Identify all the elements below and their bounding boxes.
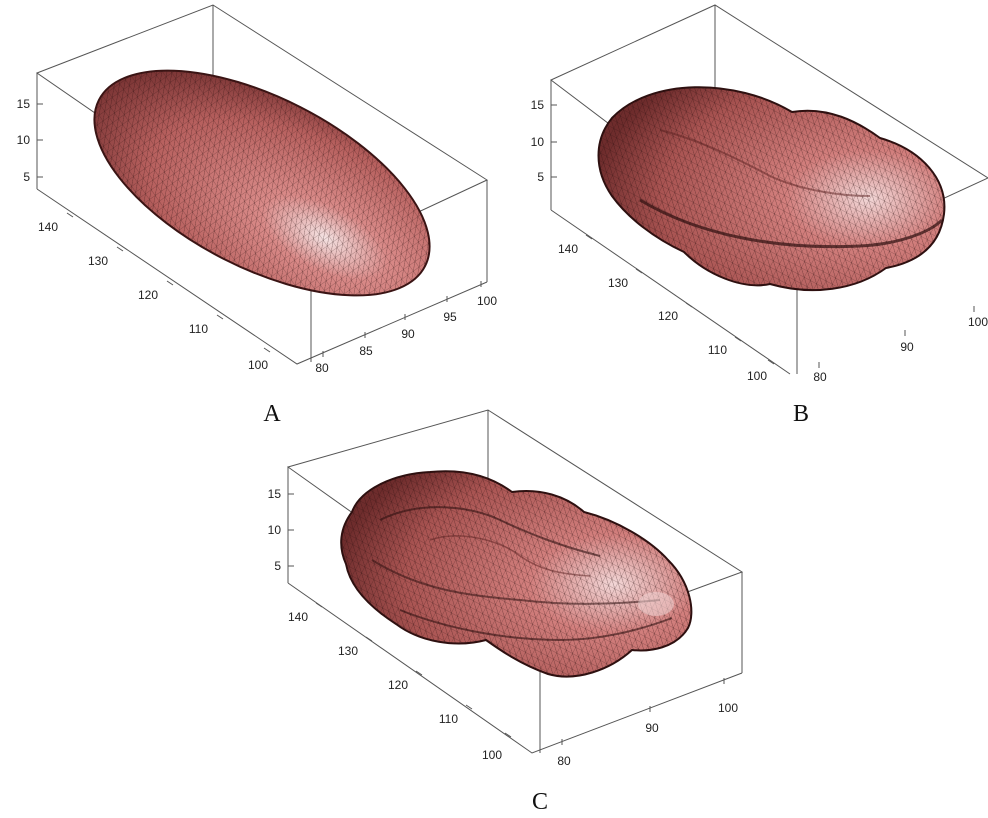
y-axis-ticks-c [315,602,512,738]
y-tick-label: 110 [439,712,458,726]
z-axis-ticks-c [288,493,294,567]
x-tick-label: 90 [401,327,415,341]
x-tick-label: 95 [443,310,457,324]
y-axis-ticks-b [585,234,775,365]
y-tick-label: 100 [747,369,767,383]
surface-a [93,69,431,297]
y-tick-label: 120 [658,309,678,323]
panel-a: 15 10 5 140 130 120 110 100 80 85 90 95 … [17,4,497,427]
z-tick-label: 5 [537,170,544,184]
y-tick-label: 130 [338,644,358,658]
x-tick-label: 80 [813,370,827,384]
z-tick-label: 10 [531,135,545,149]
panel-b: 15 10 5 140 130 120 110 100 80 90 100 B [531,4,988,427]
x-axis-ticks-c [561,678,725,745]
y-tick-label: 140 [288,610,308,624]
y-tick-label: 130 [88,254,108,268]
x-tick-label: 90 [900,340,914,354]
panel-label-c: C [532,789,548,815]
y-tick-label: 120 [138,288,158,302]
y-tick-label: 140 [38,220,58,234]
z-tick-label: 10 [268,523,282,537]
x-tick-label: 100 [968,315,988,329]
x-axis-ticks-b [818,306,975,368]
x-tick-label: 85 [359,344,373,358]
z-tick-label: 15 [268,487,282,501]
z-tick-label: 15 [531,98,545,112]
x-tick-label: 100 [477,294,497,308]
x-axis-ticks-a [322,281,482,357]
z-tick-label: 15 [17,97,31,111]
y-tick-label: 110 [708,343,727,357]
x-tick-label: 100 [718,701,738,715]
surface-b [597,86,946,292]
y-tick-label: 100 [248,358,268,372]
y-tick-label: 100 [482,748,502,762]
panel-label-a: A [263,401,281,427]
y-tick-label: 140 [558,242,578,256]
z-tick-label: 10 [17,133,31,147]
x-tick-label: 90 [645,721,659,735]
z-axis-ticks-a [37,103,43,178]
y-tick-label: 130 [608,276,628,290]
y-tick-label: 110 [189,322,208,336]
z-axis-ticks-b [551,104,557,178]
surface-c [340,470,693,678]
panel-c: 15 10 5 140 130 120 110 100 80 90 100 C [268,409,744,815]
x-tick-label: 80 [557,754,571,768]
panel-label-b: B [793,401,809,427]
y-axis-ticks-a [66,212,271,353]
z-tick-label: 5 [23,170,30,184]
x-tick-label: 80 [315,361,329,375]
y-tick-label: 120 [388,678,408,692]
z-tick-label: 5 [274,559,281,573]
